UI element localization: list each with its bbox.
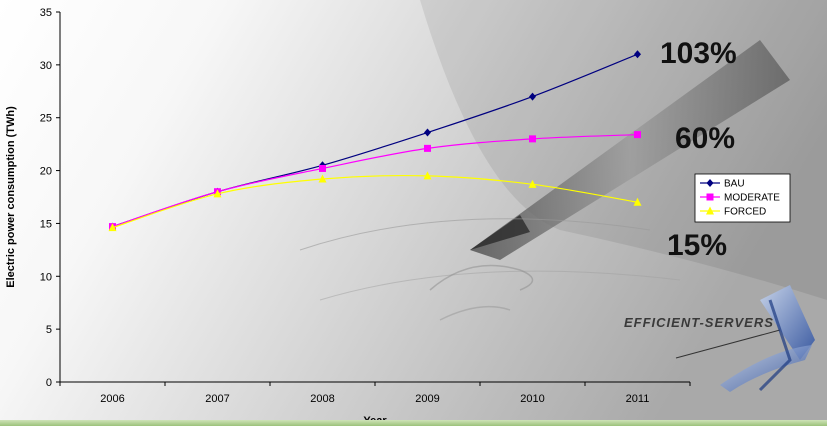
x-ticks: 2006 2007 2008 2009 2010 2011 bbox=[59, 382, 691, 405]
data-point-forced bbox=[108, 223, 117, 232]
logo-text: EFFICIENT-SERVERS bbox=[624, 315, 774, 330]
data-point-forced bbox=[528, 179, 537, 188]
data-point-moderate bbox=[424, 144, 431, 152]
legend-label: BAU bbox=[724, 179, 745, 190]
data-point-forced bbox=[213, 189, 222, 198]
legend-marker bbox=[706, 193, 714, 201]
y-tick-label: 30 bbox=[40, 60, 52, 72]
y-tick-label: 35 bbox=[40, 7, 52, 19]
legend-marker bbox=[706, 179, 714, 187]
data-point-moderate bbox=[319, 164, 326, 172]
data-point-bau bbox=[424, 128, 431, 137]
y-tick-label: 0 bbox=[46, 377, 52, 389]
legend-label: FORCED bbox=[724, 207, 766, 218]
data-point-moderate bbox=[634, 131, 641, 139]
y-tick-label: 25 bbox=[40, 113, 52, 125]
y-tick-label: 15 bbox=[40, 218, 52, 230]
x-tick-label: 2006 bbox=[100, 393, 124, 405]
logo-swoosh-line bbox=[675, 329, 781, 359]
logo-wing-icon bbox=[760, 285, 815, 360]
data-point-bau bbox=[529, 92, 536, 101]
annotation-bau: 103% bbox=[660, 37, 737, 70]
x-tick-label: 2010 bbox=[520, 393, 544, 405]
data-point-forced bbox=[423, 171, 432, 180]
x-tick-label: 2011 bbox=[626, 393, 650, 405]
y-tick-label: 10 bbox=[40, 271, 52, 283]
data-point-forced bbox=[633, 197, 642, 206]
annotation-forced: 15% bbox=[667, 229, 727, 262]
efficient-servers-logo: EFFICIENT-SERVERS bbox=[624, 285, 815, 392]
logo-wing-icon bbox=[758, 299, 792, 392]
data-point-forced bbox=[318, 174, 327, 183]
x-tick-label: 2008 bbox=[310, 393, 334, 405]
legend-marker bbox=[706, 206, 714, 215]
data-point-moderate bbox=[529, 135, 536, 143]
bottom-bar bbox=[0, 420, 827, 426]
y-ticks: 0 5 10 15 20 25 30 35 bbox=[40, 7, 60, 389]
series-line-moderate bbox=[112, 134, 638, 228]
y-tick-label: 5 bbox=[46, 324, 52, 336]
y-tick-label: 20 bbox=[40, 166, 52, 178]
series-layer bbox=[108, 50, 642, 232]
x-tick-label: 2007 bbox=[205, 393, 229, 405]
series-line-forced bbox=[112, 174, 638, 229]
y-axis-title: Electric power consumption (TWh) bbox=[5, 106, 17, 288]
annotation-moderate: 60% bbox=[675, 122, 735, 155]
x-tick-label: 2009 bbox=[415, 393, 439, 405]
legend-label: MODERATE bbox=[724, 193, 780, 204]
data-point-bau bbox=[634, 50, 641, 59]
legend: BAU MODERATE FORCED bbox=[694, 173, 791, 223]
